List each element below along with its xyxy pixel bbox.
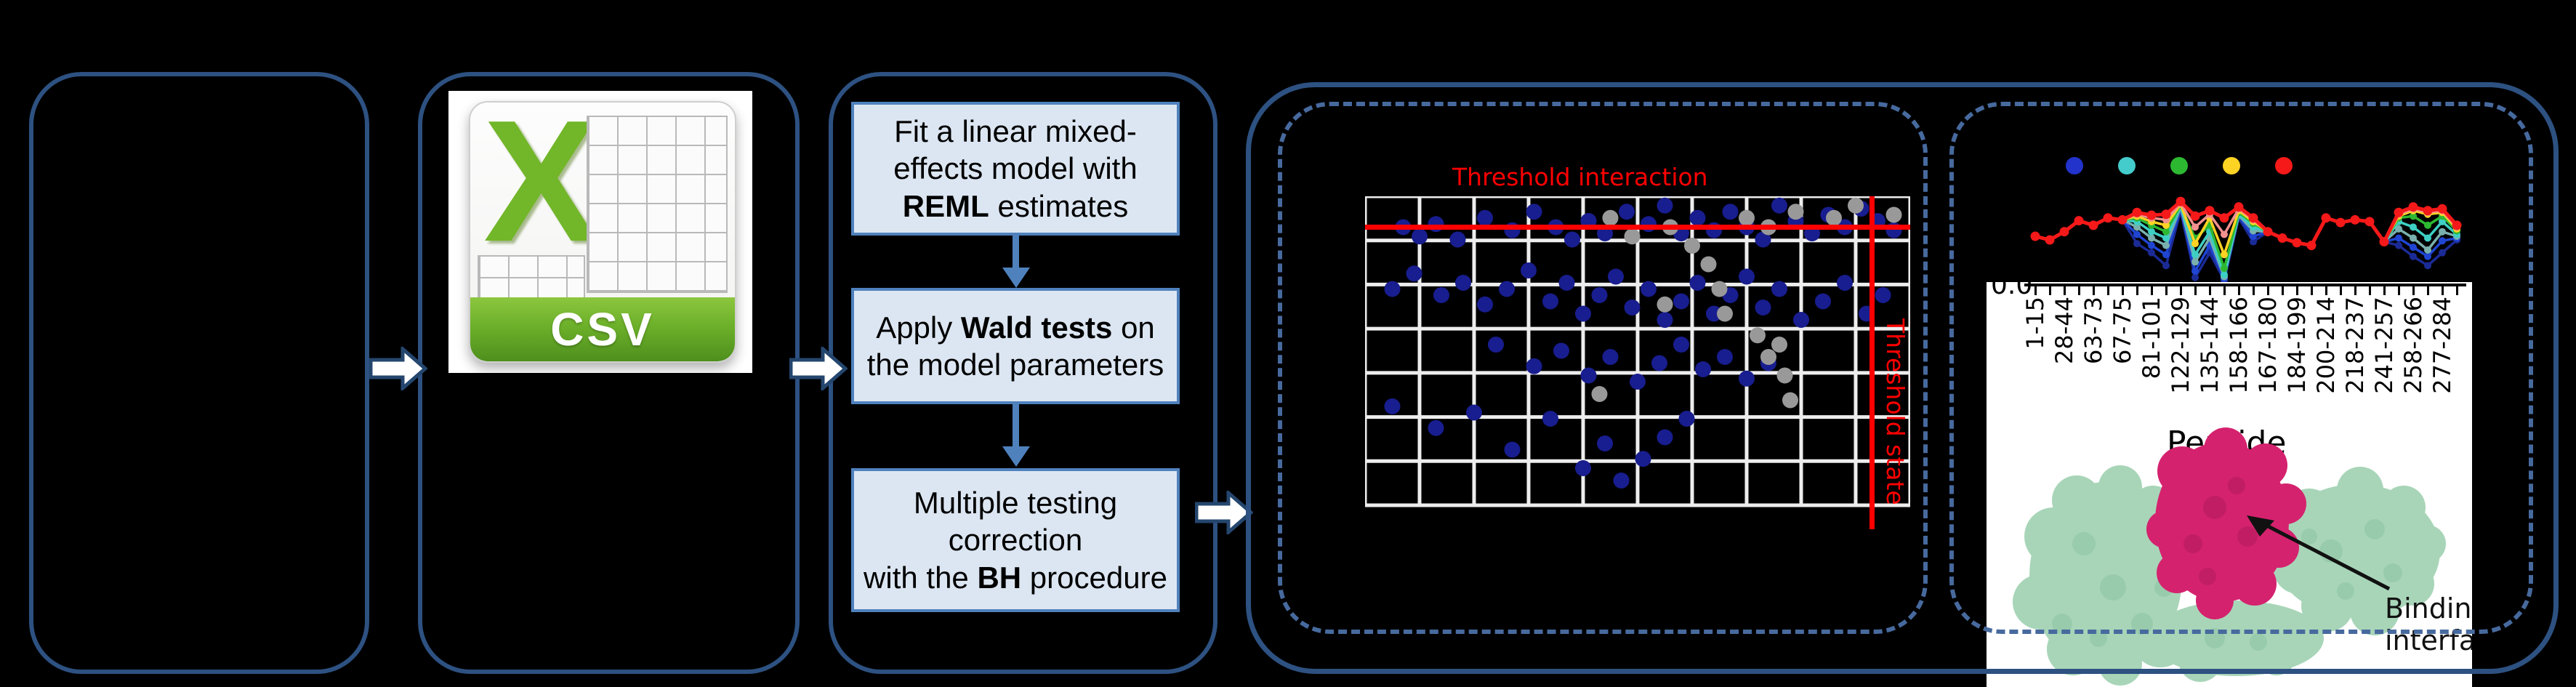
peptide-tick [2136, 286, 2138, 295]
connector-arrowhead-1 [1002, 268, 1030, 288]
peptide-tick [2034, 286, 2037, 295]
peptide-tick [2180, 286, 2182, 295]
threshold-state-label: Threshold state [1881, 318, 1909, 505]
protein-green-texture [2052, 519, 2402, 651]
peptide-tick [2151, 286, 2153, 295]
peptide-tick [2456, 286, 2458, 295]
peptide-tick [2064, 286, 2066, 295]
uptake-line-chart [2030, 196, 2462, 284]
legend-dot-1 [2118, 157, 2136, 174]
connector-arrowhead-2 [1002, 446, 1030, 467]
excel-x-letter: X [483, 101, 599, 278]
peptide-tick [2311, 286, 2313, 295]
csv-icon: X CSV [469, 101, 736, 363]
csv-banner: CSV [470, 297, 735, 361]
binding-interface-arrow [2247, 515, 2391, 591]
peptide-tick [2078, 286, 2080, 295]
legend-dot-4 [2275, 157, 2293, 174]
peptide-tick [2194, 286, 2197, 295]
connector-stem-1 [1013, 236, 1019, 269]
flow-arrow-right-3 [1195, 491, 1253, 534]
threshold-scatter-plot [1365, 196, 1910, 529]
peptide-tick [2340, 286, 2342, 295]
peptide-tick [2253, 286, 2255, 295]
peptide-tick [2267, 286, 2269, 295]
protein-magenta-peptide [2146, 427, 2306, 619]
spreadsheet-grid-large [587, 116, 728, 293]
legend-dot-3 [2223, 157, 2240, 174]
threshold-interaction-label: Threshold interaction [1452, 163, 1708, 191]
peptide-tick [2107, 286, 2109, 295]
peptide-tick [2369, 286, 2371, 295]
uptake-figure-white-area: 0.0 1-15 28-44 63-73 67-75 81-101 122-129 135-… [1987, 282, 2472, 687]
flow-step-bh: Multiple testing correction with the BH … [851, 468, 1180, 612]
peptide-tick [2282, 286, 2284, 295]
peptide-tick [2165, 286, 2168, 295]
protein-magenta-texture [2183, 477, 2258, 585]
legend-dot-0 [2066, 157, 2083, 174]
peptide-tick [2122, 286, 2124, 295]
peptide-tick [2209, 286, 2211, 295]
peptide-tick [2238, 286, 2240, 295]
protein-complex-image [2013, 427, 2446, 686]
flow-step-reml: Fit a linear mixed-effects model with RE… [851, 102, 1180, 236]
peptide-tick [2049, 286, 2051, 295]
peptide-axis-line [2024, 284, 2466, 286]
pipeline-box-raw-data [29, 72, 369, 674]
peptide-tick [2325, 286, 2327, 295]
legend-dot-2 [2170, 157, 2188, 174]
results-outer-panel [1246, 82, 2559, 674]
flow-arrow-right-2 [789, 347, 848, 390]
peptide-tick [2093, 286, 2095, 295]
peptide-tick [2296, 286, 2298, 295]
panel-uptake-protein [1949, 102, 2533, 634]
peptide-tick [2442, 286, 2444, 295]
peptide-tick [2223, 286, 2226, 295]
csv-file-image: X CSV [448, 91, 752, 373]
flow-arrow-right-1 [369, 347, 427, 390]
peptide-tick [2383, 286, 2386, 295]
panel-threshold-scatter [1278, 102, 1928, 634]
peptide-tick [2412, 286, 2415, 295]
csv-banner-label: CSV [550, 303, 655, 355]
peptide-tick [2427, 286, 2429, 295]
flow-step-wald: Apply Wald tests on the model parameters [851, 288, 1180, 404]
peptide-tick [2354, 286, 2356, 295]
connector-stem-2 [1013, 404, 1019, 448]
peptide-tick [2398, 286, 2400, 295]
